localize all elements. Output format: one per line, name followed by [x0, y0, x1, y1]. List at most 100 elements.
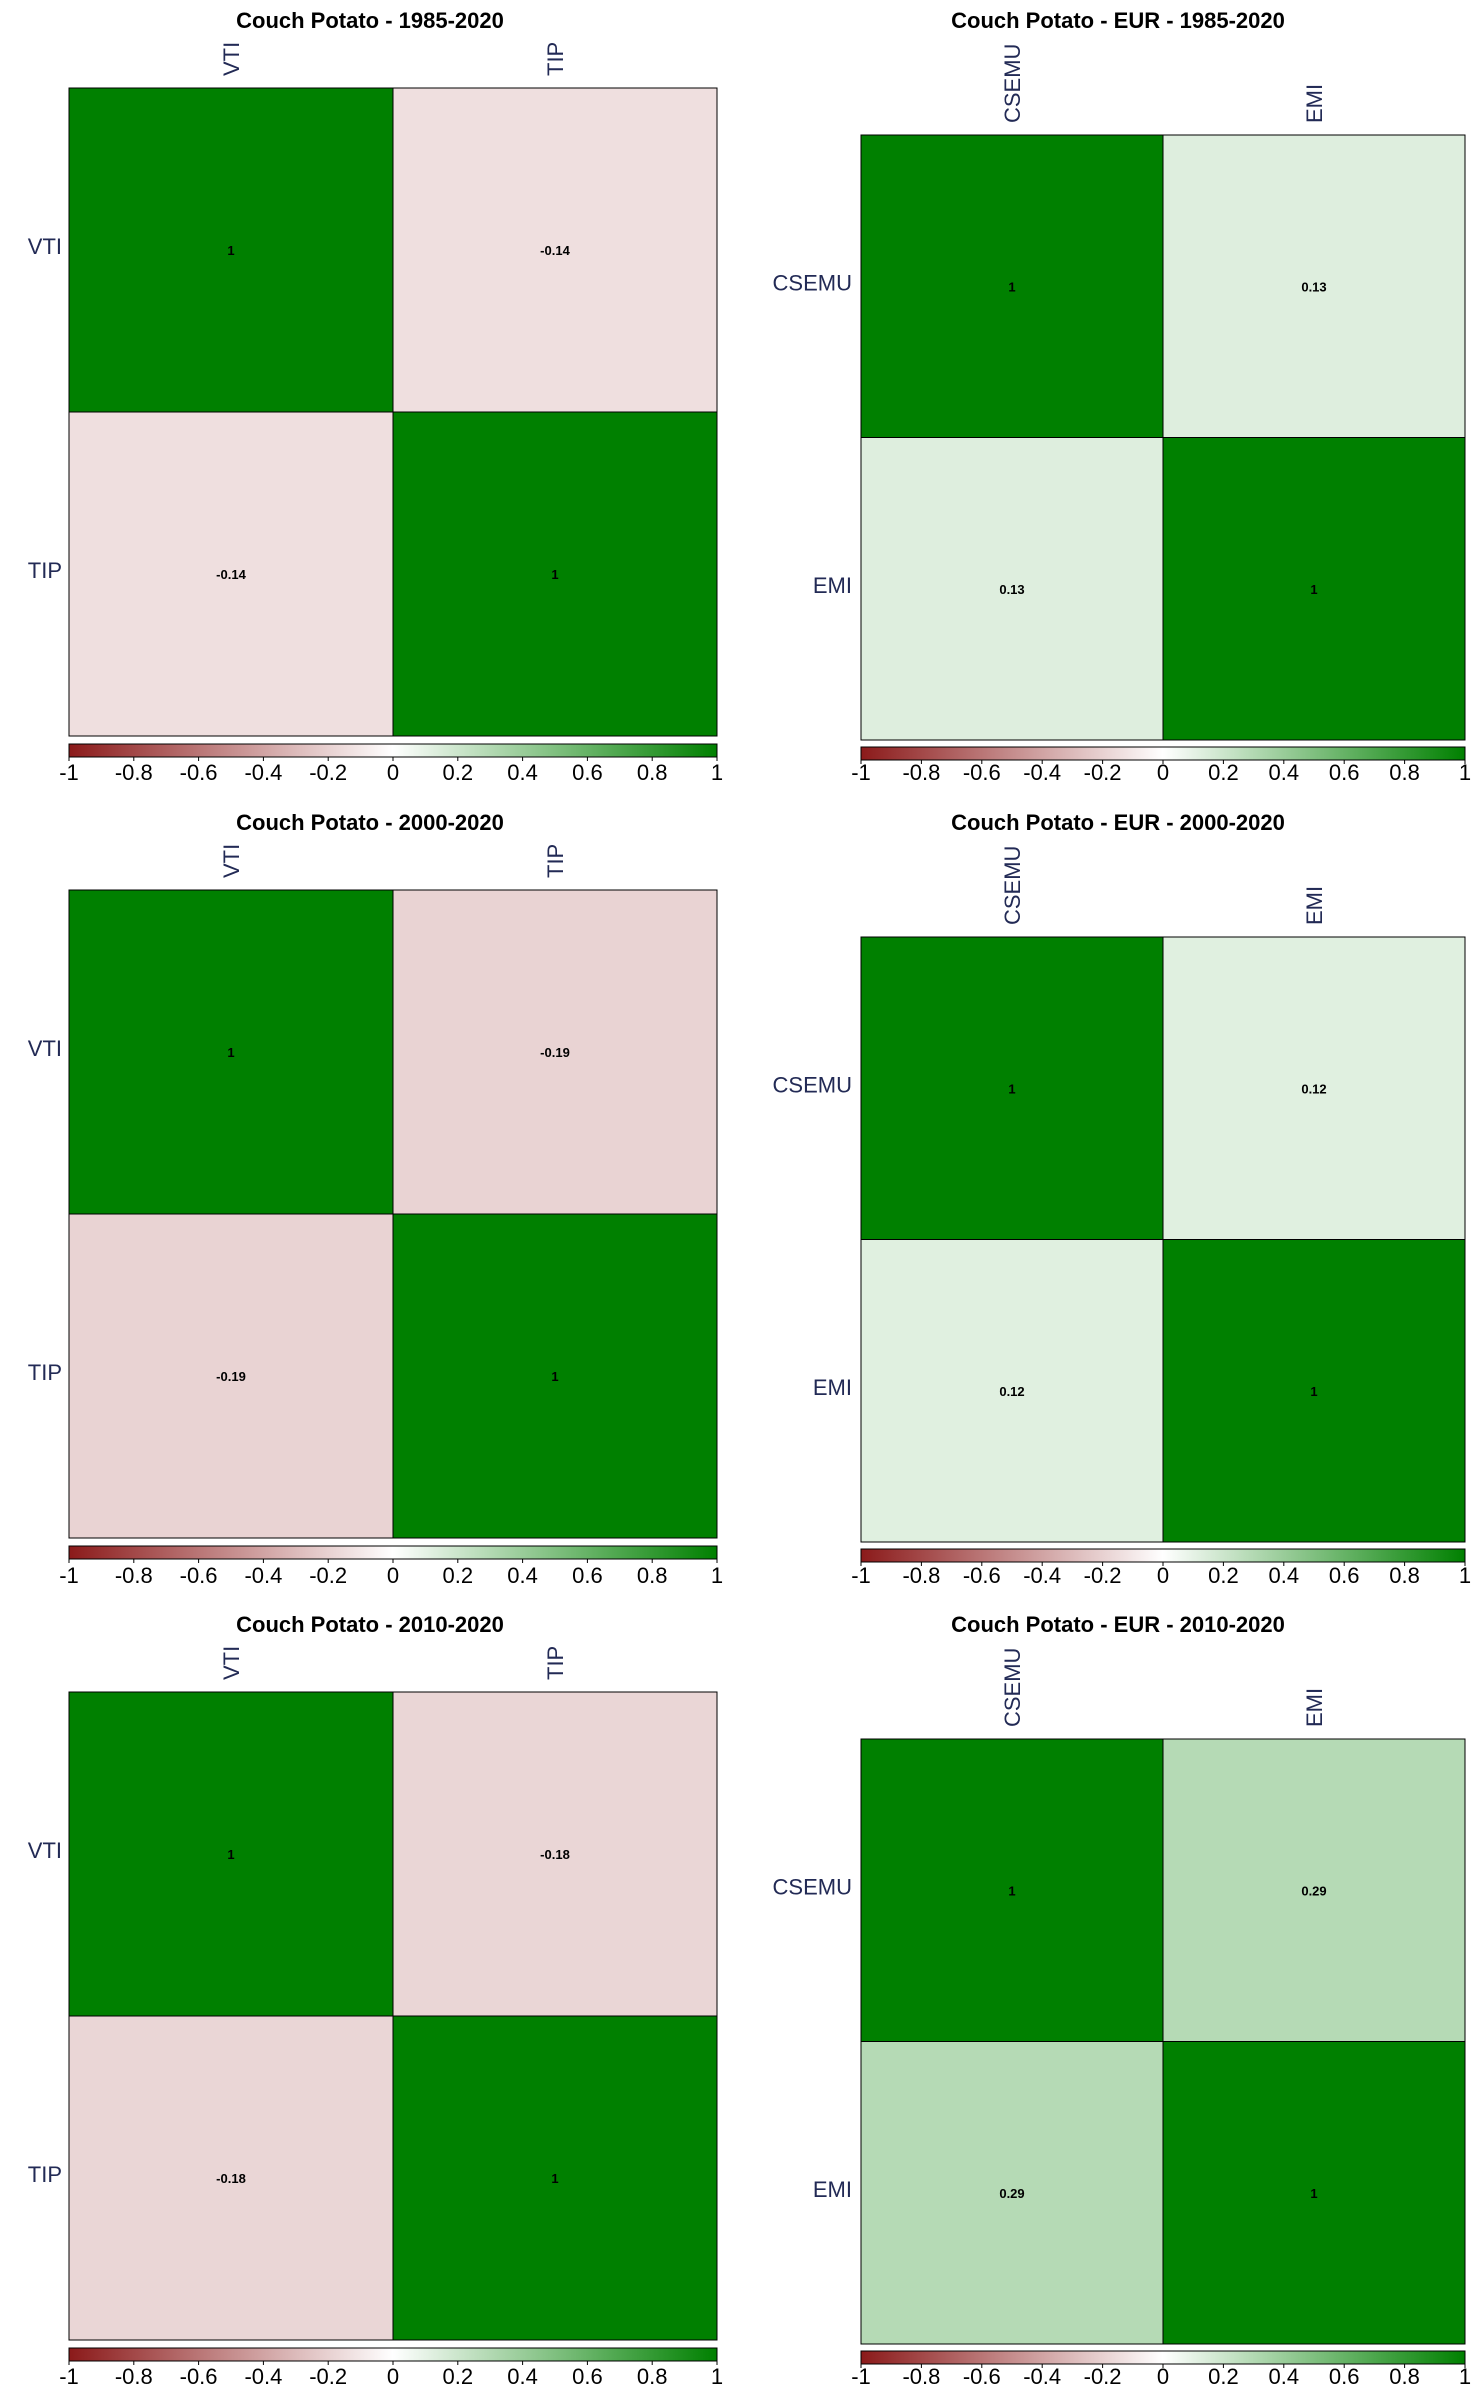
heatmap-cell: [392, 411, 718, 737]
color-bar-tick-label: 0.4: [507, 1563, 538, 1588]
heatmap-cell: [1162, 134, 1466, 438]
row-label: VTI: [28, 1838, 62, 1863]
cell-value-label: 1: [1008, 1883, 1015, 1898]
column-label: CSEMU: [1000, 1648, 1025, 1727]
heatmap-cell: [68, 411, 394, 737]
cell-value-label: 1: [1008, 279, 1015, 294]
heatmap-cell: [860, 2041, 1164, 2345]
cell-value-label: 0.13: [1301, 279, 1326, 294]
heatmap-panel-6: Couch Potato - EUR - 2010-2020 1 0.29 0.29 1…: [773, 1612, 1472, 2388]
color-bar-tick-label: 0.8: [1389, 2364, 1420, 2388]
color-bar-tick-label: 0.4: [1269, 2364, 1300, 2388]
row-label: CSEMU: [773, 270, 852, 295]
cell-value-label: -0.19: [216, 1369, 246, 1384]
color-bar-tick-label: -0.6: [180, 760, 218, 785]
cell-value-label: 1: [551, 2171, 558, 2186]
heatmap-cell: [860, 134, 1164, 438]
color-bar-tick-label: -0.2: [309, 1563, 347, 1588]
color-bar-tick-label: 0.2: [1208, 760, 1239, 785]
cell-value-label: 0.12: [999, 1384, 1024, 1399]
color-bar-tick-label: -0.8: [902, 2364, 940, 2388]
color-bar-tick-label: 0.2: [443, 2364, 474, 2388]
cell-value-label: 0.29: [999, 2186, 1024, 2201]
color-bar-tick-label: 0.4: [507, 760, 538, 785]
heatmap-cell: [392, 1213, 718, 1539]
color-bar-tick-label: 0.6: [1329, 2364, 1360, 2388]
column-label: EMI: [1302, 84, 1327, 123]
color-bar-tick-label: 0.4: [1269, 1563, 1300, 1588]
row-label: TIP: [28, 558, 62, 583]
color-bar-tick-label: -0.8: [902, 760, 940, 785]
column-label: TIP: [543, 1646, 568, 1680]
color-bar-tick-label: 0.6: [1329, 1563, 1360, 1588]
color-bar: [68, 2347, 718, 2362]
heatmap-cell: [1162, 1239, 1466, 1543]
row-label: TIP: [28, 1360, 62, 1385]
color-bar-tick-label: 0.8: [637, 1563, 668, 1588]
cell-value-label: 0.29: [1301, 1883, 1326, 1898]
color-bar-tick-label: 1: [711, 760, 723, 785]
cell-value-label: 1: [1310, 1384, 1317, 1399]
color-bar-tick-label: 0.6: [572, 760, 603, 785]
color-bar-tick-label: -0.8: [115, 1563, 153, 1588]
color-bar-tick-label: -1: [59, 2364, 79, 2388]
color-bar-tick-label: -0.4: [1023, 2364, 1061, 2388]
row-label: VTI: [28, 234, 62, 259]
color-bar-tick-label: -0.4: [244, 2364, 282, 2388]
color-bar-tick-label: 0.4: [507, 2364, 538, 2388]
heatmap-cell: [392, 87, 718, 413]
color-bar-tick-label: -0.2: [1084, 1563, 1122, 1588]
row-label: TIP: [28, 2162, 62, 2187]
row-label: EMI: [813, 573, 852, 598]
chart-title: Couch Potato - EUR - 2010-2020: [951, 1612, 1285, 1637]
cell-value-label: 1: [551, 1369, 558, 1384]
heatmap-cell: [860, 936, 1164, 1240]
column-label: CSEMU: [1000, 44, 1025, 123]
heatmap-panel-5: Couch Potato - 2010-2020 1 -0.18 -0.18 1 VTI T…: [28, 1612, 723, 2388]
color-bar-tick-label: -0.4: [244, 760, 282, 785]
color-bar-tick-label: 0: [1157, 1563, 1169, 1588]
color-bar-tick-label: 0.2: [443, 760, 474, 785]
color-bar-tick-label: 0: [387, 2364, 399, 2388]
color-bar-tick-label: 0: [1157, 2364, 1169, 2388]
color-bar-tick-label: -1: [59, 1563, 79, 1588]
color-bar-tick-label: -1: [851, 2364, 871, 2388]
color-bar-tick-label: 0.4: [1269, 760, 1300, 785]
cell-value-label: 1: [1008, 1081, 1015, 1096]
chart-title: Couch Potato - 1985-2020: [236, 8, 504, 33]
cell-value-label: 1: [227, 1045, 234, 1060]
heatmap-cell: [1162, 1738, 1466, 2042]
heatmap-cell: [860, 437, 1164, 741]
color-bar-tick-label: 0.2: [1208, 2364, 1239, 2388]
color-bar-tick-label: 0.6: [1329, 760, 1360, 785]
cell-value-label: -0.18: [540, 1847, 570, 1862]
cell-value-label: -0.14: [216, 567, 246, 582]
color-bar: [860, 746, 1466, 761]
chart-title: Couch Potato - 2010-2020: [236, 1612, 504, 1637]
row-label: CSEMU: [773, 1874, 852, 1899]
color-bar-tick-label: -0.6: [963, 2364, 1001, 2388]
color-bar-tick-label: 1: [1459, 1563, 1471, 1588]
column-label: VTI: [219, 42, 244, 76]
column-label: EMI: [1302, 1688, 1327, 1727]
heatmap-cell: [1162, 437, 1466, 741]
heatmap-cell: [68, 1213, 394, 1539]
cell-value-label: -0.19: [540, 1045, 570, 1060]
heatmap-cell: [68, 1691, 394, 2017]
heatmap-panel-3: Couch Potato - 2000-2020 1 -0.19 -0.19 1 VTI T…: [28, 810, 723, 1588]
cell-value-label: 1: [227, 1847, 234, 1862]
column-label: TIP: [543, 42, 568, 76]
color-bar-tick-label: 0.8: [1389, 760, 1420, 785]
color-bar-tick-label: -0.6: [180, 1563, 218, 1588]
color-bar-tick-label: -0.6: [180, 2364, 218, 2388]
color-bar-tick-label: 0.2: [443, 1563, 474, 1588]
column-label: VTI: [219, 844, 244, 878]
color-bar-tick-label: 1: [711, 1563, 723, 1588]
color-bar-tick-label: 0: [387, 760, 399, 785]
cell-value-label: 0.13: [999, 582, 1024, 597]
heatmap-cell: [860, 1239, 1164, 1543]
chart-title: Couch Potato - EUR - 2000-2020: [951, 810, 1285, 835]
row-label: VTI: [28, 1036, 62, 1061]
color-bar: [68, 1545, 718, 1560]
